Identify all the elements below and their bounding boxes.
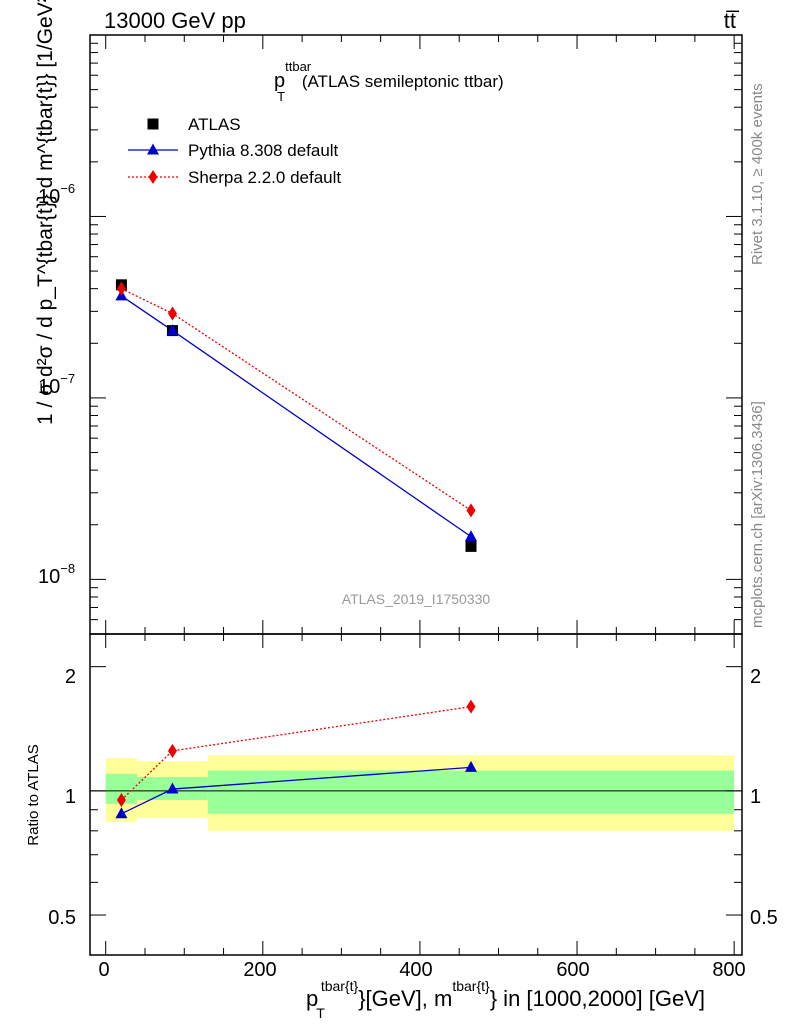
xaxis-label-sup2: tbar{t} [452, 978, 490, 994]
ratio-data-point [116, 793, 126, 808]
ratio-ytick-left-1: 1 [65, 786, 76, 808]
ratio-data-point [464, 760, 477, 772]
xaxis-label-p: p [306, 986, 318, 1011]
xaxis-label-part3: } in [1000,2000] [GeV] [490, 986, 705, 1011]
main-data-point [167, 306, 177, 321]
ratio-ytick-right-2: 2 [750, 666, 761, 688]
main-title-p: p [274, 70, 285, 92]
legend-label-pythia: Pythia 8.308 default [188, 141, 339, 160]
main-ytick-base-1: 10 [38, 186, 60, 208]
main-ytick-base-2: 10 [38, 376, 60, 398]
legend: ATLAS Pythia 8.308 default Sherpa 2.2.0 … [188, 115, 341, 187]
ratio-data-point [466, 699, 476, 714]
ratio-data-point [115, 807, 128, 819]
ratio-ytick-labels: 2 1 0.5 2 1 0.5 [48, 666, 778, 929]
xaxis-label-sup1: tbar{t} [321, 978, 359, 994]
xtick-label-800: 800 [712, 959, 745, 981]
main-ytick-base-3: 10 [38, 566, 60, 588]
xtick-label-200: 200 [243, 959, 276, 981]
watermark: ATLAS_2019_I1750330 [342, 591, 491, 607]
main-title-sup: ttbar [285, 59, 312, 74]
xtick-labels: 0 200 400 600 800 [98, 959, 745, 981]
main-ytick-exp-1: −6 [60, 181, 75, 196]
ratio-data-point [166, 782, 179, 794]
main-ytick-label-1e-8: 10−8 [38, 561, 75, 588]
chart-marks [89, 34, 743, 956]
main-ytick-exp-2: −7 [60, 371, 75, 386]
side-label-bottom: mcplots.cern.ch [arXiv:1306.3436] [749, 401, 766, 628]
legend-marker [147, 143, 159, 155]
main-title: pttbar T (ATLAS semileptonic ttbar) [274, 59, 504, 104]
ratio-ytick-left-2: 2 [65, 666, 76, 688]
ratio-data-point [167, 743, 177, 758]
main-ytick-labels: 10−6 10−7 10−8 [38, 181, 75, 588]
ratio-series-line [120, 705, 472, 801]
ratio-ylabel: Ratio to ATLAS [25, 744, 42, 845]
legend-label-sherpa: Sherpa 2.2.0 default [188, 168, 341, 187]
xtick-label-0: 0 [98, 959, 109, 981]
header-right: tt̅ [724, 8, 740, 33]
xtick-label-400: 400 [399, 959, 432, 981]
main-ytick-exp-3: −8 [60, 561, 75, 576]
main-ytick-label-1e-6: 10−6 [38, 181, 75, 208]
ratio-ytick-left-05: 0.5 [48, 907, 76, 929]
ratio-ytick-right-05: 0.5 [750, 907, 778, 929]
main-data-point [166, 324, 179, 336]
main-data-point [466, 503, 476, 518]
main-title-rest: (ATLAS semileptonic ttbar) [297, 72, 504, 91]
main-ytick-label-1e-7: 10−7 [38, 371, 75, 398]
main-data-point [465, 540, 477, 552]
main-data-point [116, 281, 126, 296]
header-left: 13000 GeV pp [104, 8, 246, 33]
legend-marker [148, 170, 158, 184]
side-label-top: Rivet 3.1.10, ≥ 400k events [749, 83, 766, 265]
ratio-ytick-right-1: 1 [750, 786, 761, 808]
ratio-plot-frame [89, 633, 743, 956]
legend-marker [147, 118, 159, 130]
xaxis-label: p Ttbar{t}}[GeV], mtbar{t}} in [1000,2000… [306, 978, 705, 1021]
xaxis-label-part2: }[GeV], m [358, 986, 452, 1011]
main-title-sub: T [277, 89, 285, 104]
legend-label-atlas: ATLAS [188, 115, 241, 134]
main-data-point [464, 530, 477, 542]
main-ylabel: 1 / σ d²σ / d p_T^{tbar{t}} d m^{tbar{t}… [34, 0, 57, 425]
main-series-line [121, 288, 472, 511]
ratio-band-inner [207, 770, 735, 814]
xaxis-label-sub: T [316, 1005, 325, 1021]
xtick-label-600: 600 [556, 959, 589, 981]
